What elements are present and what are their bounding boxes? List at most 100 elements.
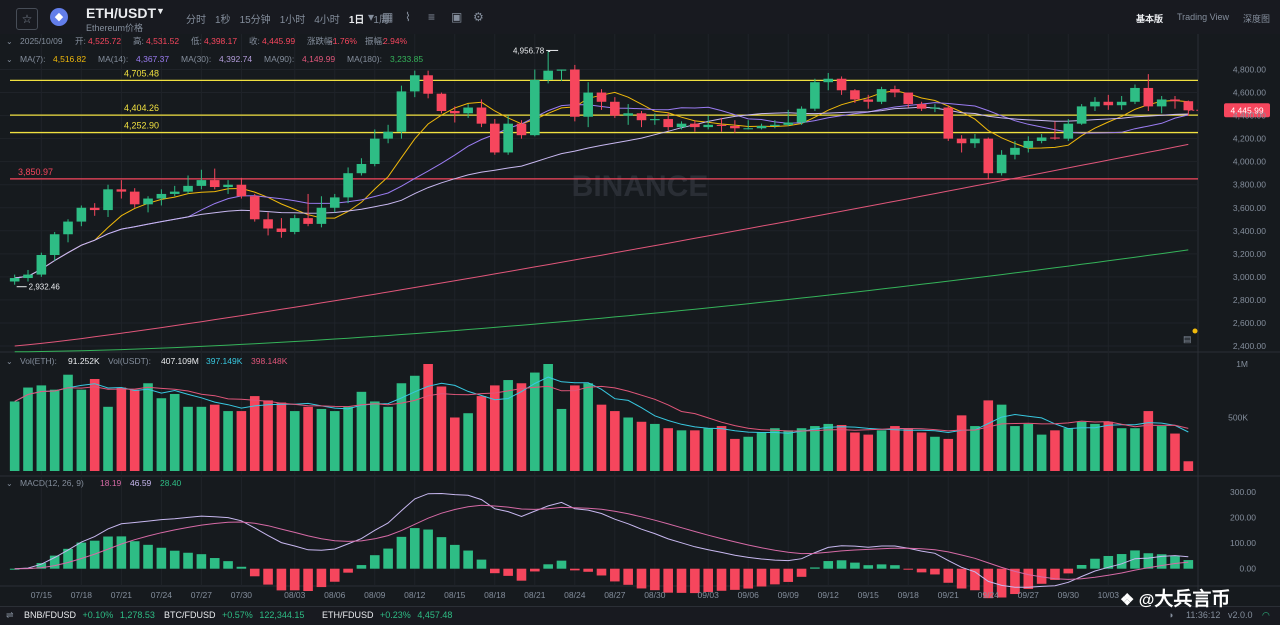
view-tab[interactable]: 基本版 — [1135, 14, 1163, 24]
macd-hist-bar — [423, 529, 433, 569]
volume-bar — [663, 428, 673, 471]
volume-bar — [223, 411, 233, 471]
volume-bar — [183, 406, 193, 471]
volume-bar — [89, 378, 100, 471]
date-tick-label: 09/15 — [858, 590, 880, 600]
pair-subtitle: Ethereum价格 — [86, 23, 144, 33]
ma-line — [14, 106, 1189, 279]
candle-body — [63, 221, 73, 235]
macd-hist-bar — [409, 528, 420, 569]
info-text: 4,367.37 — [136, 54, 169, 64]
volume-bar — [1010, 426, 1020, 471]
ethereum-coin-icon: ◆ — [50, 8, 68, 26]
macd-hist-bar — [636, 568, 647, 589]
macd-hist-bar — [1103, 555, 1114, 569]
ticker-item-eth[interactable]: ETH/FDUSD +0.23% 4,457.48 — [322, 610, 452, 620]
candle-body — [876, 89, 887, 102]
ticker-price: 4,457.48 — [417, 610, 453, 620]
interval-tab[interactable]: 1周 — [373, 15, 389, 26]
volume-bar — [343, 406, 353, 471]
candle-body — [1050, 137, 1060, 139]
price-tick-label: 2,800.00 — [1233, 295, 1266, 305]
macd-hist-bar — [863, 565, 874, 569]
date-tick-label: 08/27 — [604, 590, 626, 600]
price-tick-label: 3,400.00 — [1233, 226, 1266, 236]
interval-tab[interactable]: 1秒 — [215, 15, 231, 26]
screenshot-icon[interactable]: ▣ — [451, 10, 463, 24]
candle-body — [836, 78, 847, 91]
candle-body — [783, 122, 794, 125]
macd-hist-bar — [756, 568, 767, 587]
candle-body — [490, 123, 500, 153]
volume-bar — [303, 406, 313, 471]
volume-bar — [316, 408, 327, 471]
ticker-item-btc[interactable]: BTC/FDUSD +0.57% 122,344.15 — [164, 610, 304, 620]
indicator-icon[interactable]: ⌇ — [405, 10, 411, 24]
volume-bar — [236, 411, 247, 471]
macd-line — [14, 492, 1189, 588]
macd-hist-bar — [770, 568, 780, 585]
candle-body — [1130, 87, 1140, 102]
macd-hist-bar — [650, 568, 660, 591]
info-text: 18.19 — [100, 478, 122, 488]
ticker-item-bnb[interactable]: BNB/FDUSD +0.10% 1,278.53 — [24, 610, 155, 620]
volume-bar — [730, 438, 740, 471]
price-chart[interactable]: BINANCE 4,705.48 4,404.26 4,252.90 3,850.97… — [0, 34, 1280, 604]
macd-hist-bar — [1183, 560, 1194, 569]
volume-ma-line — [14, 376, 1189, 434]
volume-bar — [356, 391, 367, 471]
macd-hist-bar — [850, 562, 860, 569]
date-tick-label: 09/30 — [1058, 590, 1080, 600]
interval-tab[interactable]: 4小时 — [314, 15, 340, 26]
macd-hist-bar — [1010, 568, 1020, 595]
volume-bar — [423, 364, 433, 471]
macd-hist-bar — [690, 568, 700, 594]
candle-body — [89, 207, 100, 211]
interval-tab[interactable]: 15分钟 — [239, 15, 271, 26]
price-tick-label: 4,400.00 — [1233, 111, 1266, 121]
volume-bar — [1076, 421, 1087, 471]
info-text: 4,398.17 — [204, 36, 237, 46]
macd-hist-bar — [129, 541, 140, 569]
candle-body — [463, 107, 473, 114]
interval-tab[interactable]: 分时 — [186, 15, 206, 26]
favorite-star-icon[interactable]: ☆ — [16, 8, 38, 30]
macd-hist-bar — [383, 548, 393, 569]
volume-bar — [530, 372, 540, 471]
settings-sliders-icon[interactable]: ≡ — [428, 10, 436, 24]
info-text: 91.252K — [68, 356, 100, 366]
candle-body — [143, 198, 153, 205]
info-text: 2025/10/09 — [20, 36, 63, 46]
candle-body — [1090, 101, 1100, 107]
macd-hist-bar — [89, 540, 100, 569]
price-level-label: 4,705.48 — [124, 68, 159, 78]
macd-hist-bar — [1090, 558, 1100, 569]
info-text: Vol(ETH): — [20, 356, 57, 366]
macd-hist-bar — [583, 568, 593, 572]
interval-dropdown-icon[interactable]: ▾ — [368, 10, 375, 24]
macd-hist-bar — [983, 568, 994, 599]
ticker-toggle-icon[interactable]: ⇌ — [6, 610, 14, 620]
interval-tab[interactable]: 1小时 — [279, 15, 306, 26]
interval-tab[interactable]: 1日 — [348, 15, 365, 26]
volume-bar — [970, 426, 980, 471]
headset-icon[interactable]: ◑ — [1168, 610, 1174, 620]
calendar-icon[interactable]: ▦ — [382, 10, 394, 24]
volume-bar — [329, 411, 340, 471]
macd-hist-bar — [156, 547, 167, 569]
view-tab[interactable]: Trading View — [1176, 12, 1229, 22]
low-marker-label: 2,932.46 — [29, 283, 61, 292]
macd-hist-bar — [263, 568, 273, 585]
volume-bar — [636, 421, 647, 471]
view-tab[interactable]: 深度图 — [1242, 14, 1270, 24]
macd-hist-bar — [810, 567, 820, 569]
volume-bar — [383, 406, 393, 471]
status-version: v2.0.0 — [1228, 610, 1253, 620]
chevron-down-icon[interactable]: ▼ — [156, 6, 165, 16]
overlay-brand-text: 大兵言币 — [1154, 589, 1231, 610]
candle-body — [756, 125, 767, 129]
candle-body — [289, 218, 300, 232]
pair-selector[interactable]: ETH/USDT — [86, 5, 156, 21]
gear-icon[interactable]: ⚙ — [473, 10, 484, 24]
price-tick-label: 4,000.00 — [1233, 157, 1266, 167]
